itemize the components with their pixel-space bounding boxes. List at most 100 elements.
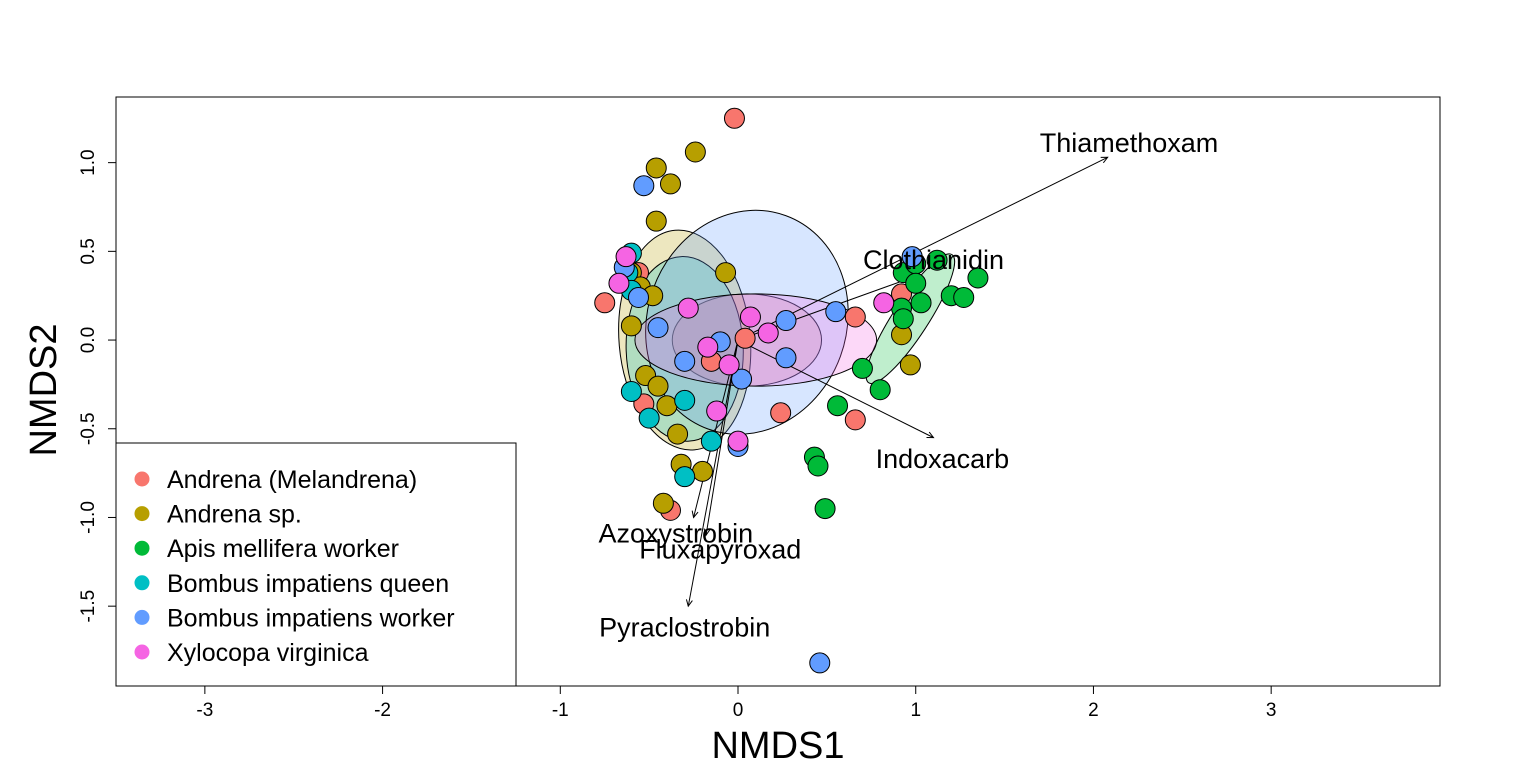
data-point xyxy=(620,315,642,337)
legend-swatch xyxy=(134,644,150,660)
vector-label-fluxapyroxad: Fluxapyroxad xyxy=(639,534,801,564)
data-point xyxy=(869,379,891,401)
legend-label: Xylocopa virginica xyxy=(167,639,369,667)
legend-swatch xyxy=(134,575,150,591)
x-tick-label: -3 xyxy=(196,700,213,721)
legend: Andrena (Melandrena) Andrena sp. Apis mell… xyxy=(115,442,517,687)
data-point xyxy=(844,409,866,431)
data-point xyxy=(727,430,749,452)
data-point xyxy=(757,322,779,344)
data-point xyxy=(691,460,713,482)
x-tick-label: 3 xyxy=(1266,700,1277,721)
data-point xyxy=(594,292,616,314)
data-point xyxy=(775,347,797,369)
legend-item-bombus-impatiens-queen: Bombus impatiens queen xyxy=(134,570,449,598)
x-axis-title: NMDS1 xyxy=(711,725,844,767)
data-point xyxy=(851,357,873,379)
data-point xyxy=(953,286,975,308)
data-point xyxy=(667,423,689,445)
legend-label: Bombus impatiens worker xyxy=(167,604,455,632)
data-point xyxy=(645,157,667,179)
data-point xyxy=(844,306,866,328)
data-point xyxy=(715,262,737,284)
data-point xyxy=(807,455,829,477)
data-point xyxy=(638,407,660,429)
data-point xyxy=(674,389,696,411)
vector-thiamethoxam xyxy=(737,156,1109,341)
legend-label: Apis mellifera worker xyxy=(167,535,399,563)
x-axis: -3 -2 -1 0 1 2 3 xyxy=(196,685,1277,721)
legend-item-andrena-melandrena: Andrena (Melandrena) xyxy=(134,466,417,494)
data-point xyxy=(809,652,831,674)
data-point xyxy=(645,210,667,232)
legend-swatch xyxy=(134,609,150,625)
x-tick-label: -2 xyxy=(374,700,391,721)
y-tick-label: -1.0 xyxy=(78,501,99,534)
data-point xyxy=(731,368,753,390)
data-point xyxy=(647,317,669,339)
series-xylocopa-virginica xyxy=(608,246,895,452)
y-axis-title: NMDS2 xyxy=(23,323,65,456)
data-point xyxy=(905,272,927,294)
x-tick-label: 1 xyxy=(910,700,921,721)
point-layer xyxy=(594,107,989,674)
data-point xyxy=(677,297,699,319)
data-point xyxy=(647,375,669,397)
data-point xyxy=(652,492,674,514)
data-point xyxy=(633,175,655,197)
data-point xyxy=(734,327,756,349)
data-point xyxy=(700,430,722,452)
x-tick-label: 0 xyxy=(733,700,744,721)
legend-item-bombus-impatiens-worker: Bombus impatiens worker xyxy=(134,604,455,632)
legend-label: Bombus impatiens queen xyxy=(167,570,449,598)
data-point xyxy=(718,354,740,376)
data-point xyxy=(615,246,637,268)
legend-label: Andrena sp. xyxy=(167,501,302,529)
vector-label-indoxacarb: Indoxacarb xyxy=(876,444,1010,474)
data-point xyxy=(910,292,932,314)
data-point xyxy=(627,286,649,308)
y-tick-label: 1.0 xyxy=(78,149,99,175)
y-tick-label: 0.5 xyxy=(78,238,99,264)
vector-indoxacarb xyxy=(737,339,935,439)
data-point xyxy=(926,249,948,271)
data-point xyxy=(706,400,728,422)
vector-label-azoxystrobin: Azoxystrobin xyxy=(599,518,754,548)
data-point xyxy=(739,306,761,328)
legend-swatch xyxy=(134,471,150,487)
vector-label-layer: Thiamethoxam Clothianidin Indoxacarb Azoxys… xyxy=(599,128,1219,642)
data-point xyxy=(827,395,849,417)
data-point xyxy=(967,267,989,289)
data-point xyxy=(608,272,630,294)
data-point xyxy=(770,402,792,424)
y-tick-label: -0.5 xyxy=(78,412,99,445)
legend-item-andrena-sp: Andrena sp. xyxy=(134,501,302,529)
legend-item-xylocopa-virginica: Xylocopa virginica xyxy=(134,639,369,667)
ellipse-xylocopa-virginica xyxy=(634,293,878,387)
y-axis: -1.5 -1.0 -0.5 0.0 0.5 1.0 xyxy=(78,149,117,623)
data-point xyxy=(899,354,921,376)
vector-pyraclostrobin xyxy=(685,339,739,608)
vector-label-thiamethoxam: Thiamethoxam xyxy=(1040,128,1219,158)
data-point xyxy=(873,292,895,314)
vector-label-pyraclostrobin: Pyraclostrobin xyxy=(599,612,770,642)
data-point xyxy=(775,310,797,332)
vector-label-clothianidin: Clothianidin xyxy=(863,245,1004,275)
legend-swatch xyxy=(134,540,150,556)
x-tick-label: -1 xyxy=(552,700,569,721)
data-point xyxy=(656,395,678,417)
data-point xyxy=(620,381,642,402)
legend-label: Andrena (Melandrena) xyxy=(167,466,417,494)
legend-box xyxy=(115,442,517,687)
y-tick-label: 0.0 xyxy=(78,327,99,353)
data-point xyxy=(723,107,745,129)
data-point xyxy=(892,308,914,330)
data-point xyxy=(659,173,681,195)
data-point xyxy=(697,336,719,358)
legend-swatch xyxy=(134,506,150,522)
data-point xyxy=(825,301,847,323)
data-point xyxy=(674,350,696,372)
legend-item-apis-mellifera-worker: Apis mellifera worker xyxy=(134,535,399,563)
data-point xyxy=(814,498,836,520)
